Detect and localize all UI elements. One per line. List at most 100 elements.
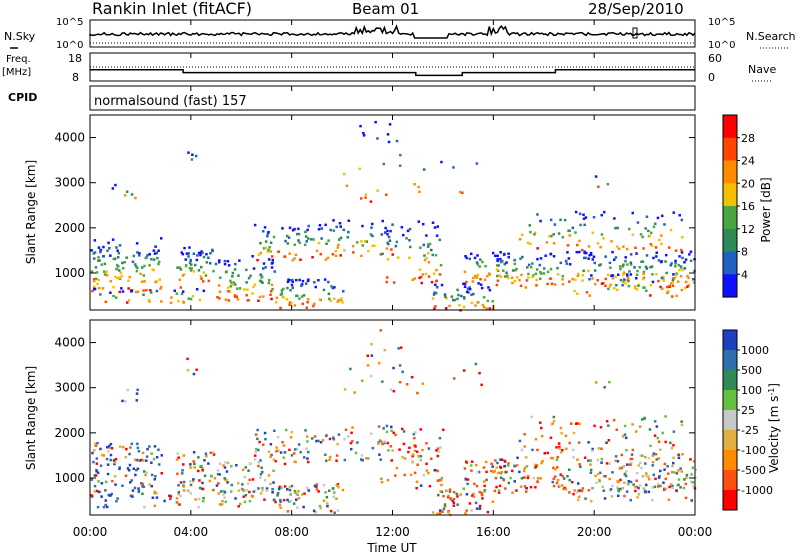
echo-cell xyxy=(243,475,246,479)
echo-cell xyxy=(589,471,593,474)
echo-cell xyxy=(539,477,542,480)
echo-cell xyxy=(503,262,506,266)
echo-cell xyxy=(445,307,448,310)
echo-cell xyxy=(263,226,267,229)
echo-cell xyxy=(153,504,156,508)
echo-cell xyxy=(264,266,267,269)
echo-cell xyxy=(146,254,149,257)
echo-cell xyxy=(251,255,254,258)
echo-cell xyxy=(599,263,602,266)
echo-cell xyxy=(530,415,533,419)
echo-cell xyxy=(428,484,432,488)
echo-cell xyxy=(263,478,267,482)
echo-cell xyxy=(483,278,487,281)
echo-cell xyxy=(635,273,639,277)
echo-cell xyxy=(398,448,401,451)
echo-cell xyxy=(298,241,301,244)
echo-cell xyxy=(417,220,420,223)
echo-cell xyxy=(471,280,475,283)
echo-cell xyxy=(102,505,106,509)
echo-cell xyxy=(636,269,639,273)
echo-cell xyxy=(183,273,186,276)
y-tick-label: 3000 xyxy=(54,176,85,190)
echo-cell xyxy=(552,242,556,245)
echo-cell xyxy=(283,451,287,454)
echo-cell xyxy=(332,436,335,439)
echo-cell xyxy=(319,441,323,444)
echo-cell xyxy=(315,488,319,491)
echo-cell xyxy=(222,464,225,467)
echo-cell xyxy=(463,282,467,286)
echo-cell xyxy=(362,132,365,135)
echo-cell xyxy=(112,257,115,261)
echo-cell xyxy=(573,289,576,293)
echo-cell xyxy=(678,268,681,272)
echo-cell xyxy=(254,450,257,454)
echo-cell xyxy=(377,441,380,444)
echo-cell xyxy=(497,491,501,494)
echo-cell xyxy=(176,472,179,476)
colorbar-tick-label: 500 xyxy=(741,364,762,377)
echo-cell xyxy=(226,481,229,484)
echo-cell xyxy=(288,301,292,304)
echo-cell xyxy=(578,463,581,466)
echo-cell xyxy=(377,442,380,446)
echo-cell xyxy=(353,391,356,394)
echo-cell xyxy=(654,453,658,456)
echo-cell xyxy=(214,262,218,266)
echo-cell xyxy=(642,270,646,274)
echo-cell xyxy=(198,298,202,302)
echo-cell xyxy=(386,276,389,279)
echo-cell xyxy=(305,306,308,309)
echo-cell xyxy=(141,492,144,496)
echo-cell xyxy=(327,239,330,242)
echo-cell xyxy=(468,257,471,261)
echo-cell xyxy=(341,301,344,304)
echo-cell xyxy=(448,304,451,308)
echo-cell xyxy=(680,288,684,292)
power-ylabel: Slant Range [km] xyxy=(24,160,38,264)
echo-cell xyxy=(327,297,331,301)
echo-cell xyxy=(389,388,393,391)
echo-cell xyxy=(561,283,565,286)
x-axis-label: Time UT xyxy=(366,541,417,554)
echo-cell xyxy=(241,468,245,472)
echo-cell xyxy=(583,456,587,459)
echo-cell xyxy=(628,270,631,273)
echo-cell xyxy=(297,443,301,446)
echo-cell xyxy=(338,222,342,225)
echo-cell xyxy=(264,246,268,250)
echo-cell xyxy=(354,451,358,455)
echo-cell xyxy=(433,469,436,472)
echo-cell xyxy=(692,278,695,281)
echo-cell xyxy=(305,240,308,243)
echo-cell xyxy=(535,278,538,282)
y-tick-label: 4000 xyxy=(54,336,85,350)
echo-cell xyxy=(98,259,101,262)
echo-cell xyxy=(149,289,152,292)
echo-cell xyxy=(205,253,208,256)
echo-cell xyxy=(672,461,675,465)
echo-cell xyxy=(520,448,524,452)
echo-cell xyxy=(270,290,273,293)
echo-cell xyxy=(257,253,261,257)
echo-cell xyxy=(612,418,616,422)
nsearch-label: N.Search xyxy=(746,30,796,43)
echo-cell xyxy=(324,491,327,494)
echo-cell xyxy=(451,298,455,302)
echo-cell xyxy=(507,481,511,485)
echo-cell xyxy=(614,275,617,279)
echo-cell xyxy=(241,487,244,491)
echo-cell xyxy=(395,240,399,244)
echo-cell xyxy=(600,213,603,217)
freq-tick-bottom: 8 xyxy=(72,71,79,84)
y-tick-label: 2000 xyxy=(54,426,85,440)
colorbar-swatch xyxy=(723,183,737,207)
echo-cell xyxy=(303,492,306,495)
echo-cell xyxy=(647,490,651,494)
echo-cell xyxy=(106,472,110,476)
echo-cell xyxy=(188,261,192,265)
echo-cell xyxy=(317,279,320,282)
echo-cell xyxy=(661,214,664,218)
echo-cell xyxy=(475,261,479,264)
